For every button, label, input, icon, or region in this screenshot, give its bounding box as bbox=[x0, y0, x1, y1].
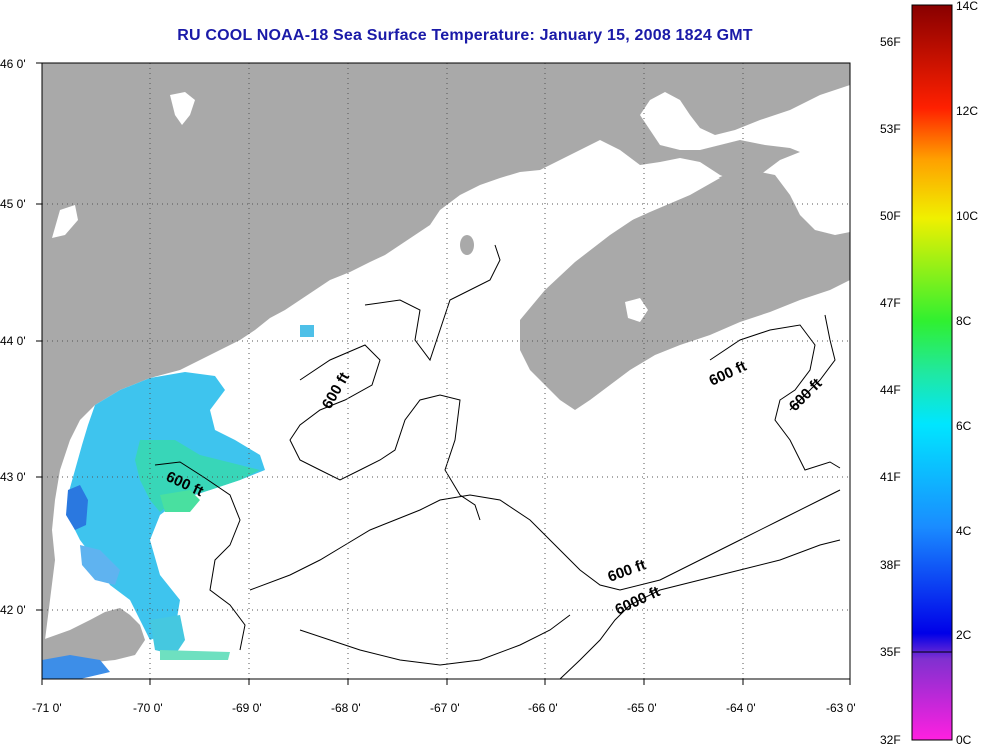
longitude-label: -70 0' bbox=[133, 701, 163, 715]
sst-patch-south bbox=[42, 655, 110, 679]
latitude-label: 44 0' bbox=[0, 334, 26, 348]
contour-600ft-east2 bbox=[789, 314, 836, 411]
colorbar-fahrenheit-label: 32F bbox=[880, 733, 901, 747]
contour-600ft-mid bbox=[364, 244, 501, 362]
sst-patch-small bbox=[300, 325, 314, 337]
latitude-label: 43 0' bbox=[0, 470, 26, 484]
colorbar-fahrenheit-label: 47F bbox=[880, 296, 901, 310]
longitude-label: -71 0' bbox=[32, 701, 62, 715]
contour-600ft-georges bbox=[249, 489, 841, 591]
colorbar-celsius-label: 0C bbox=[956, 733, 972, 747]
colorbar-fahrenheit-label: 35F bbox=[880, 645, 901, 659]
land-island bbox=[460, 235, 474, 255]
longitude-label: -67 0' bbox=[430, 701, 460, 715]
colorbar-celsius-label: 4C bbox=[956, 524, 972, 538]
colorbar-celsius-label: 6C bbox=[956, 419, 972, 433]
cloud-speck bbox=[52, 205, 78, 238]
longitude-label: -63 0' bbox=[826, 701, 856, 715]
longitude-label: -68 0' bbox=[331, 701, 361, 715]
contour-6000ft bbox=[559, 539, 841, 680]
colorbar bbox=[911, 4, 953, 741]
colorbar-fahrenheit-label: 41F bbox=[880, 470, 901, 484]
colorbar-fahrenheit-label: 44F bbox=[880, 383, 901, 397]
edge-ticks bbox=[36, 62, 851, 685]
longitude-label: -65 0' bbox=[627, 701, 657, 715]
longitude-label: -64 0' bbox=[726, 701, 756, 715]
latitude-label: 45 0' bbox=[0, 197, 26, 211]
sst-patch-cape bbox=[150, 615, 185, 655]
colorbar-celsius-labels: 14C 12C 10C 8C 6C 4C 2C 0C bbox=[956, 0, 978, 747]
sst-patch-green bbox=[160, 490, 200, 512]
colorbar-celsius-label: 2C bbox=[956, 628, 972, 642]
map-title: RU COOL NOAA-18 Sea Surface Temperature:… bbox=[177, 27, 753, 44]
sst-patch-lightblue bbox=[80, 545, 120, 585]
contour-600ft-west bbox=[154, 461, 246, 651]
contour-600ft-inner bbox=[289, 344, 481, 521]
sst-patch-tail bbox=[160, 650, 230, 660]
bay-of-fundy bbox=[505, 172, 720, 300]
colorbar-celsius-label: 10C bbox=[956, 209, 978, 223]
colorbar-celsius-label: 14C bbox=[956, 0, 978, 13]
sst-patch-blue bbox=[66, 485, 88, 530]
colorbar-fahrenheit-label: 56F bbox=[880, 35, 901, 49]
bathymetry-contours bbox=[154, 244, 841, 680]
cloud-speck bbox=[170, 92, 195, 125]
map-frame bbox=[41, 62, 851, 680]
colorbar-fahrenheit-label: 50F bbox=[880, 209, 901, 223]
longitude-label: -69 0' bbox=[232, 701, 262, 715]
latitude-label: 42 0' bbox=[0, 603, 26, 617]
contour-600ft-east bbox=[709, 324, 841, 471]
longitude-label: -66 0' bbox=[528, 701, 558, 715]
colorbar-fahrenheit-labels: 56F 53F 50F 47F 44F 41F 38F 35F 32F bbox=[880, 35, 901, 747]
colorbar-celsius-label: 8C bbox=[956, 314, 972, 328]
colorbar-fahrenheit-label: 38F bbox=[880, 558, 901, 572]
latitude-label: 46 0' bbox=[0, 57, 26, 71]
colorbar-celsius-label: 12C bbox=[956, 104, 978, 118]
land-nova-scotia bbox=[520, 170, 850, 410]
land-new-england bbox=[42, 63, 850, 679]
cloud-speck bbox=[625, 298, 648, 322]
contour-600ft-lower bbox=[299, 614, 571, 666]
colorbar-fahrenheit-label: 53F bbox=[880, 122, 901, 136]
